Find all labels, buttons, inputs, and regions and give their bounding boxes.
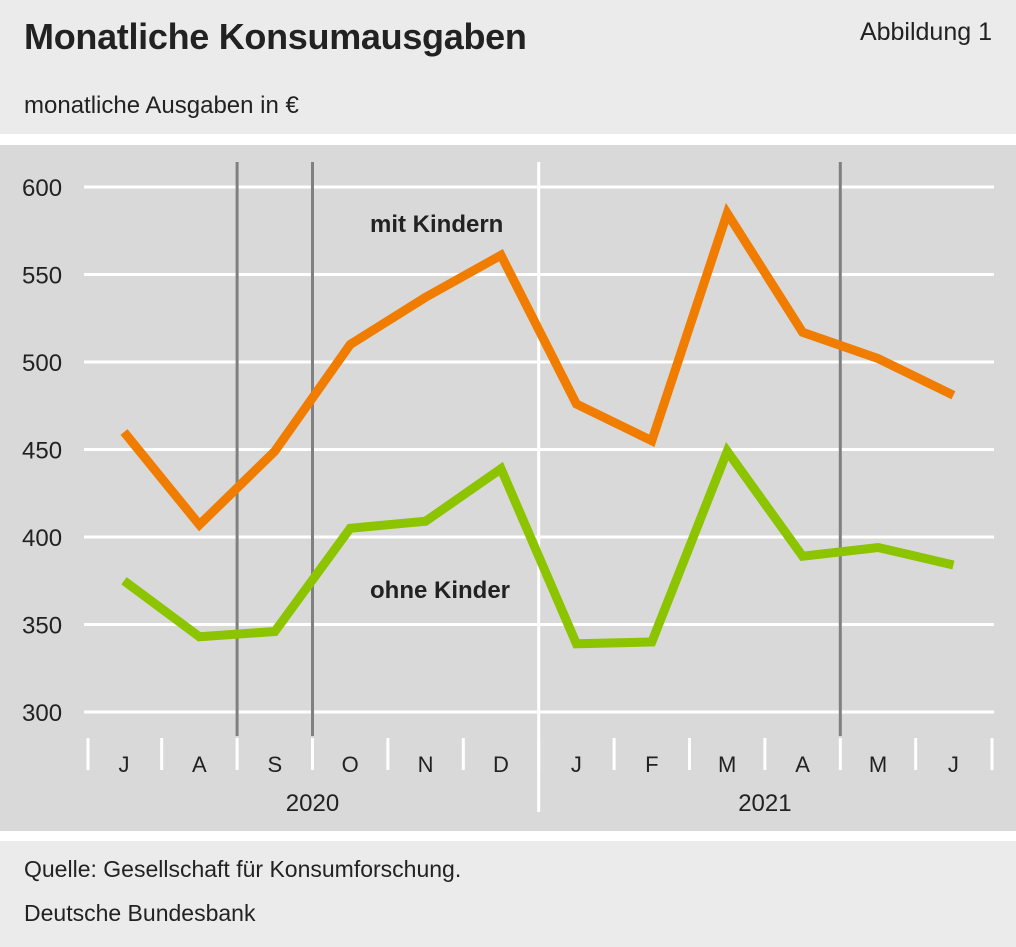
month-markers — [235, 162, 842, 736]
series-label-0: mit Kindern — [370, 211, 503, 238]
chart-subtitle: monatliche Ausgaben in € — [24, 92, 299, 119]
series-label-1: ohne Kinder — [370, 577, 510, 604]
tick-labels: 300 350 400 450 500 550 600 J A S O N D J F M A M J 2020 202… — [22, 175, 959, 817]
year-label-2021: 2021 — [738, 790, 791, 817]
series-lines — [120, 202, 956, 649]
x-tick-label-11: J — [948, 752, 959, 777]
footer-panel — [0, 841, 1016, 947]
y-tick-label-350: 350 — [22, 613, 62, 640]
year-label-2020: 2020 — [286, 790, 339, 817]
figure-label: Abbildung 1 — [859, 18, 992, 46]
x-tick-label-9: A — [795, 752, 810, 777]
series-line-ohne-kinder — [121, 441, 955, 649]
inline-legend: mit Kindern ohne Kinder — [370, 211, 510, 604]
gridlines — [84, 162, 994, 812]
source-note: Quelle: Gesellschaft für Konsumforschung… — [24, 856, 462, 882]
header-panel — [0, 0, 1016, 134]
x-tick-label-3: O — [342, 752, 359, 777]
series-line-mit-kindern — [120, 202, 956, 532]
x-tick-label-4: N — [418, 752, 434, 777]
x-tick-label-10: M — [869, 752, 887, 777]
x-tick-label-1: A — [192, 752, 207, 777]
x-tick-label-6: J — [571, 752, 582, 777]
x-tick-label-8: M — [718, 752, 736, 777]
x-tick-label-0: J — [119, 752, 130, 777]
y-tick-label-450: 450 — [22, 438, 62, 465]
x-tick-label-5: D — [493, 752, 509, 777]
x-tick-label-2: S — [267, 752, 282, 777]
chart-title: Monatliche Konsumausgaben — [24, 16, 527, 57]
publisher-note: Deutsche Bundesbank — [24, 900, 256, 926]
y-tick-label-400: 400 — [22, 525, 62, 552]
y-tick-label-550: 550 — [22, 263, 62, 290]
y-tick-label-600: 600 — [22, 175, 62, 202]
y-tick-label-300: 300 — [22, 700, 62, 727]
y-tick-label-500: 500 — [22, 350, 62, 377]
x-tick-label-7: F — [645, 752, 658, 777]
x-axis-ticks — [86, 738, 994, 770]
